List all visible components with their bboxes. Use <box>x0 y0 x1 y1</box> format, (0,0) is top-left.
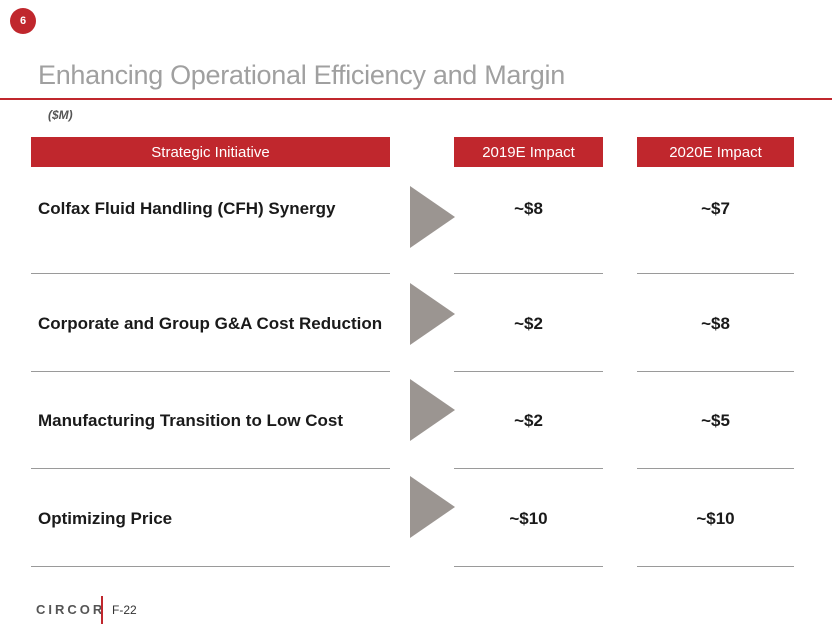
row-4-impact-2020: ~$10 <box>696 509 735 528</box>
page-number-badge: 6 <box>10 8 36 34</box>
arrow-right-icon <box>410 476 455 538</box>
row-2-divider-2019 <box>454 371 603 372</box>
circor-logo: CIRCOR <box>36 602 106 617</box>
row-4-impact-2019: ~$10 <box>509 509 548 528</box>
row-4-divider-2020 <box>637 566 794 567</box>
row-3-divider-initiative <box>31 468 390 469</box>
row-3-initiative: Manufacturing Transition to Low Cost <box>38 411 344 430</box>
header-2020e-impact: 2020E Impact <box>637 137 794 167</box>
arrow-right-icon <box>410 283 455 345</box>
title-divider <box>0 98 832 100</box>
row-3-impact-2020: ~$5 <box>701 411 730 430</box>
row-1-divider-2019 <box>454 273 603 274</box>
footer-divider <box>101 596 103 624</box>
row-1-impact-2020: ~$7 <box>701 199 730 218</box>
row-2-initiative: Corporate and Group G&A Cost Reduction <box>38 314 383 333</box>
arrow-right-icon <box>410 186 455 248</box>
row-1-divider-initiative <box>31 273 390 274</box>
row-1-divider-2020 <box>637 273 794 274</box>
row-3-impact-2019: ~$2 <box>514 411 543 430</box>
row-3-divider-2020 <box>637 468 794 469</box>
row-4-divider-initiative <box>31 566 390 567</box>
row-1-impact-2019: ~$8 <box>514 199 543 218</box>
page-title: Enhancing Operational Efficiency and Mar… <box>38 60 565 90</box>
footer-page-label: F-22 <box>112 603 137 617</box>
header-strategic-initiative: Strategic Initiative <box>31 137 390 167</box>
header-2019e-impact: 2019E Impact <box>454 137 603 167</box>
row-1-initiative: Colfax Fluid Handling (CFH) Synergy <box>38 199 336 218</box>
row-2-impact-2019: ~$2 <box>514 314 543 333</box>
row-2-divider-2020 <box>637 371 794 372</box>
units-label: ($M) <box>48 108 73 122</box>
row-3-divider-2019 <box>454 468 603 469</box>
arrow-right-icon <box>410 379 455 441</box>
row-2-impact-2020: ~$8 <box>701 314 730 333</box>
row-4-initiative: Optimizing Price <box>38 509 173 528</box>
row-2-divider-initiative <box>31 371 390 372</box>
row-4-divider-2019 <box>454 566 603 567</box>
